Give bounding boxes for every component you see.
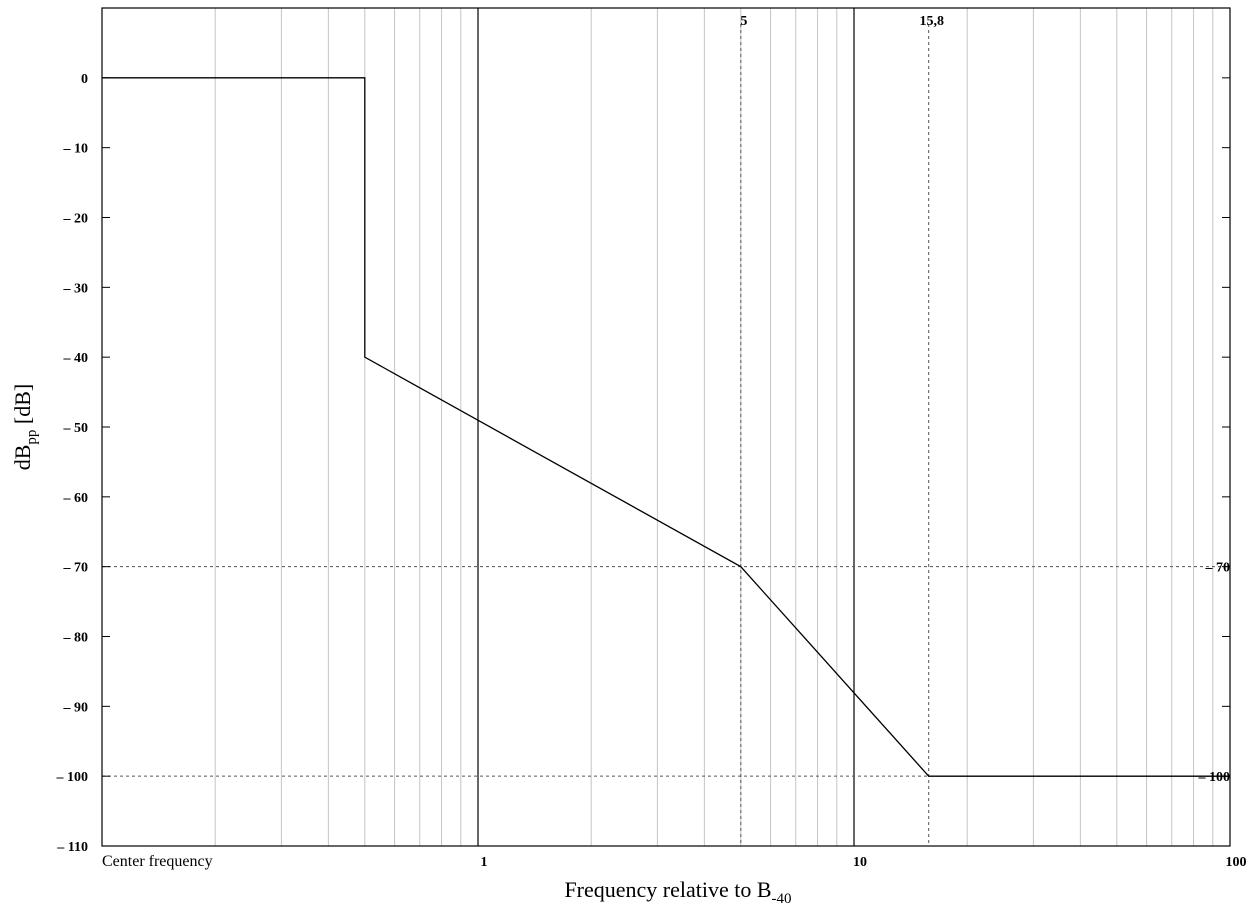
reference-line-label: 5 [740,14,747,29]
plot-frame [101,7,1231,847]
y-tick-label: – 30 [63,281,89,296]
x-tick-label: 1 [481,855,488,870]
y-tick-label: – 90 [63,700,89,715]
reference-line-label: – 70 [1205,561,1231,576]
y-tick-label: – 110 [56,840,88,855]
reference-line-label: – 100 [1198,770,1231,785]
y-tick-label: – 60 [63,491,89,506]
x-axis-title: Frequency relative to B-40 [564,877,791,906]
y-tick-label: – 80 [63,631,89,646]
reference-lines [102,24,1230,846]
y-tick-label: – 10 [63,142,89,157]
y-tick-label: – 100 [56,770,89,785]
center-frequency-label: Center frequency [102,853,213,870]
reference-line-label: 15,8 [919,14,944,29]
x-tick-label: 100 [1226,855,1247,870]
tick-layer [102,77,1230,847]
y-tick-label: 0 [81,72,88,87]
y-tick-label: – 20 [63,212,89,227]
x-tick-label: 10 [853,855,867,870]
label-layer: 0 – 10 – 20 – 30 – 40 – 50 – 60 – 70 – 80 – 90 – 1… [10,14,1247,906]
y-axis-title: dBpp [dB] [10,384,40,471]
y-tick-label: – 70 [63,561,89,576]
y-tick-label: – 50 [63,421,89,436]
series-line [102,77,1230,777]
y-tick-label: – 40 [63,351,89,366]
series-layer [102,77,1230,777]
